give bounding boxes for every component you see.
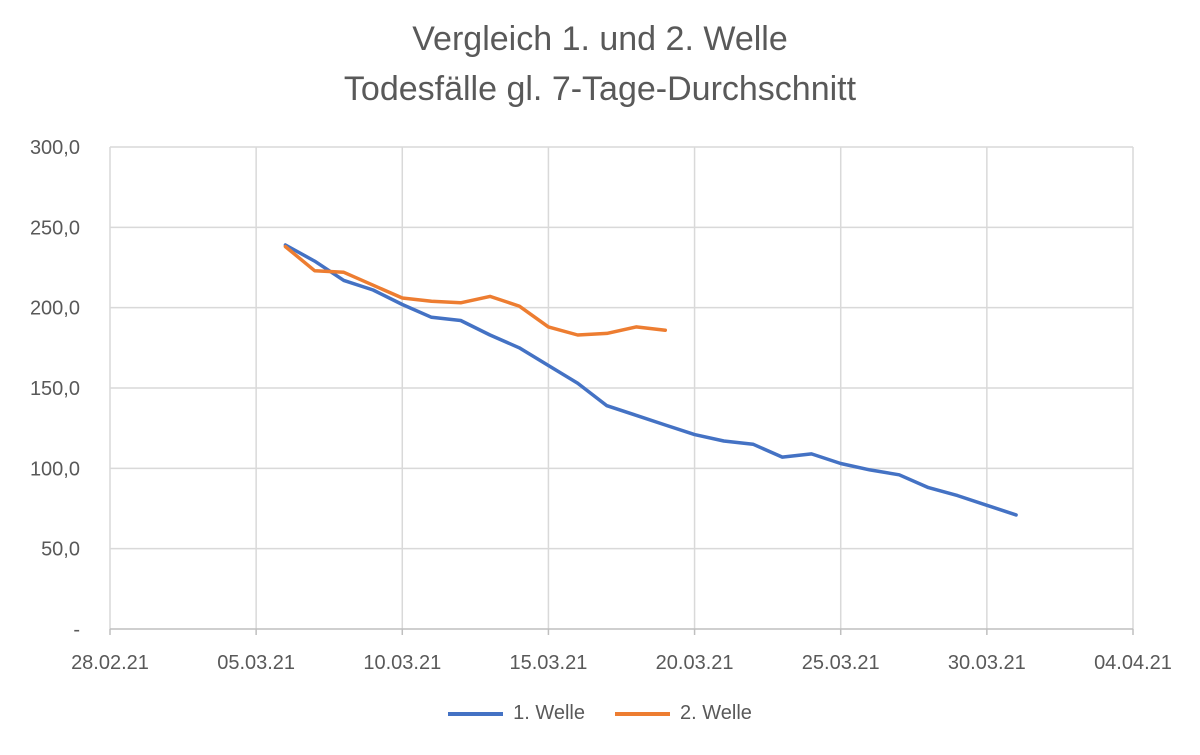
y-tick-label: 100,0 — [30, 458, 80, 480]
y-tick-label: 150,0 — [30, 378, 80, 400]
x-tick-label: 30.03.21 — [948, 652, 1026, 674]
x-tick-label: 05.03.21 — [217, 652, 295, 674]
legend-label-series-2: 2. Welle — [680, 702, 752, 724]
series-line-2 — [283, 244, 668, 337]
x-tick-label: 28.02.21 — [71, 652, 149, 674]
legend-item-series-2: 2. Welle — [615, 702, 752, 725]
legend-swatch-series-1 — [448, 711, 504, 716]
legend: 1. Welle 2. Welle — [0, 702, 1200, 725]
y-tick-label: - — [73, 619, 80, 641]
y-tick-label: 200,0 — [30, 298, 80, 320]
x-tick-label: 15.03.21 — [509, 652, 587, 674]
legend-label-series-1: 1. Welle — [513, 702, 585, 724]
x-tick-label: 04.04.21 — [1094, 652, 1172, 674]
y-tick-label: 250,0 — [30, 217, 80, 239]
series-line-1 — [283, 243, 1018, 517]
chart-subtitle: Todesfälle gl. 7-Tage-Durchschnitt — [343, 70, 857, 108]
chart-title: Vergleich 1. und 2. Welle — [412, 20, 788, 58]
legend-item-series-1: 1. Welle — [448, 702, 585, 725]
y-tick-label: 300,0 — [30, 137, 80, 159]
x-tick-label: 25.03.21 — [802, 652, 880, 674]
x-tick-label: 20.03.21 — [656, 652, 734, 674]
x-tick-label: 10.03.21 — [363, 652, 441, 674]
y-tick-label: 50,0 — [41, 539, 80, 561]
legend-swatch-series-2 — [615, 711, 670, 716]
